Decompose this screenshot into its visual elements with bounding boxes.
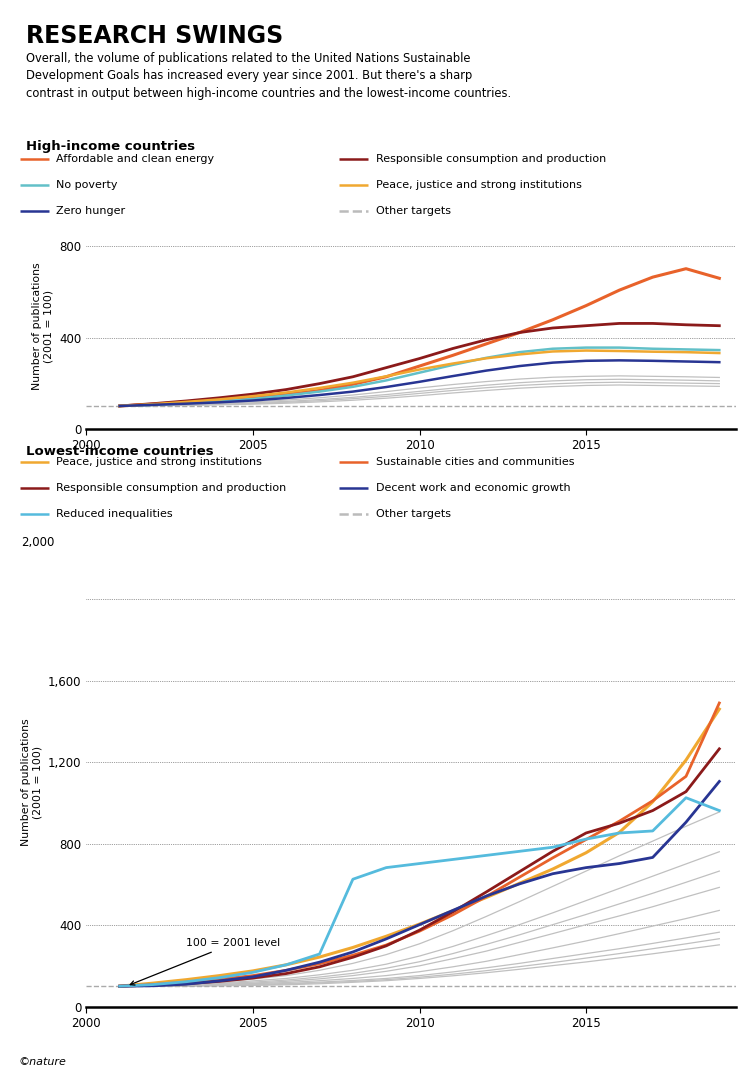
- Text: Lowest-income countries: Lowest-income countries: [26, 445, 214, 458]
- Text: High-income countries: High-income countries: [26, 140, 195, 153]
- Text: ©nature: ©nature: [19, 1057, 67, 1067]
- Text: Sustainable cities and communities: Sustainable cities and communities: [376, 457, 574, 468]
- Text: Zero hunger: Zero hunger: [56, 205, 125, 216]
- Text: Overall, the volume of publications related to the United Nations Sustainable
De: Overall, the volume of publications rela…: [26, 52, 511, 99]
- Text: Affordable and clean energy: Affordable and clean energy: [56, 153, 215, 164]
- Text: Other targets: Other targets: [376, 509, 451, 519]
- Text: Peace, justice and strong institutions: Peace, justice and strong institutions: [376, 179, 581, 190]
- Text: No poverty: No poverty: [56, 179, 118, 190]
- Text: RESEARCH SWINGS: RESEARCH SWINGS: [26, 24, 284, 48]
- Text: Other targets: Other targets: [376, 205, 451, 216]
- Y-axis label: Number of publications
(2001 = 100): Number of publications (2001 = 100): [21, 718, 43, 847]
- Text: Responsible consumption and production: Responsible consumption and production: [56, 483, 287, 494]
- Text: Reduced inequalities: Reduced inequalities: [56, 509, 173, 519]
- Text: Responsible consumption and production: Responsible consumption and production: [376, 153, 606, 164]
- Text: 100 = 2001 level: 100 = 2001 level: [130, 939, 280, 985]
- Text: 2,000: 2,000: [22, 536, 55, 549]
- Text: Decent work and economic growth: Decent work and economic growth: [376, 483, 570, 494]
- Text: Peace, justice and strong institutions: Peace, justice and strong institutions: [56, 457, 262, 468]
- Y-axis label: Number of publications
(2001 = 100): Number of publications (2001 = 100): [32, 262, 54, 390]
